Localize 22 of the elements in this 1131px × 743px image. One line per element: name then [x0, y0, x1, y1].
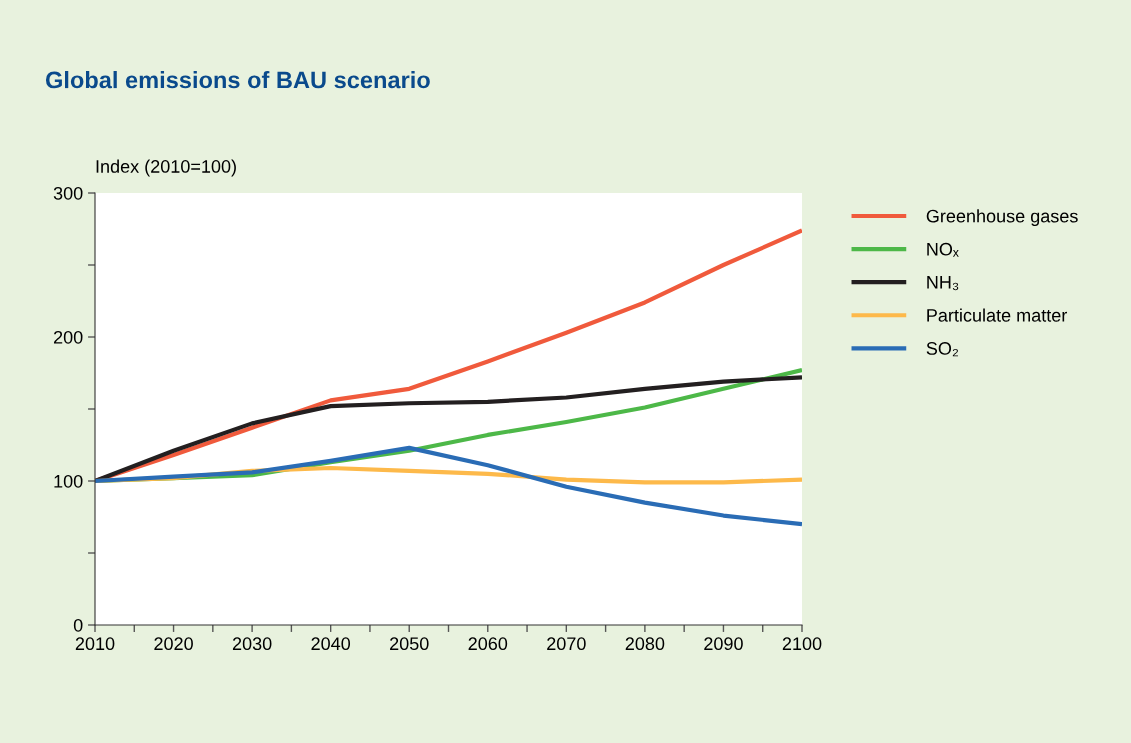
y-tick-label: 100 — [54, 474, 83, 488]
y-axis-title: Index (2010=100) — [96, 159, 236, 177]
legend-label: NOₓ — [927, 242, 959, 257]
legend-label: Greenhouse gases — [926, 209, 1078, 227]
legend-label: NH₃ — [927, 276, 959, 291]
x-tick-label: 2020 — [154, 637, 193, 651]
x-tick-label: 2040 — [311, 637, 351, 651]
x-tick-label: 2060 — [468, 637, 508, 651]
x-tick-label: 2100 — [782, 637, 822, 651]
y-tick-label: 200 — [53, 330, 83, 344]
x-tick-label: 2010 — [75, 637, 115, 651]
x-tick-label: 2080 — [625, 637, 665, 651]
x-tick-label: 2090 — [704, 637, 743, 651]
legend-label: SO₂ — [926, 342, 959, 357]
y-tick-label: 300 — [53, 186, 83, 200]
x-tick-label: 2050 — [390, 637, 429, 651]
chart-title: Global emissions of BAU scenario — [45, 71, 430, 89]
line-series — [95, 445, 802, 527]
x-tick-label: 2070 — [547, 637, 586, 651]
y-tick-label: 0 — [73, 618, 83, 632]
legend-label: Particulate matter — [927, 308, 1068, 322]
x-tick-label: 2030 — [232, 637, 272, 651]
